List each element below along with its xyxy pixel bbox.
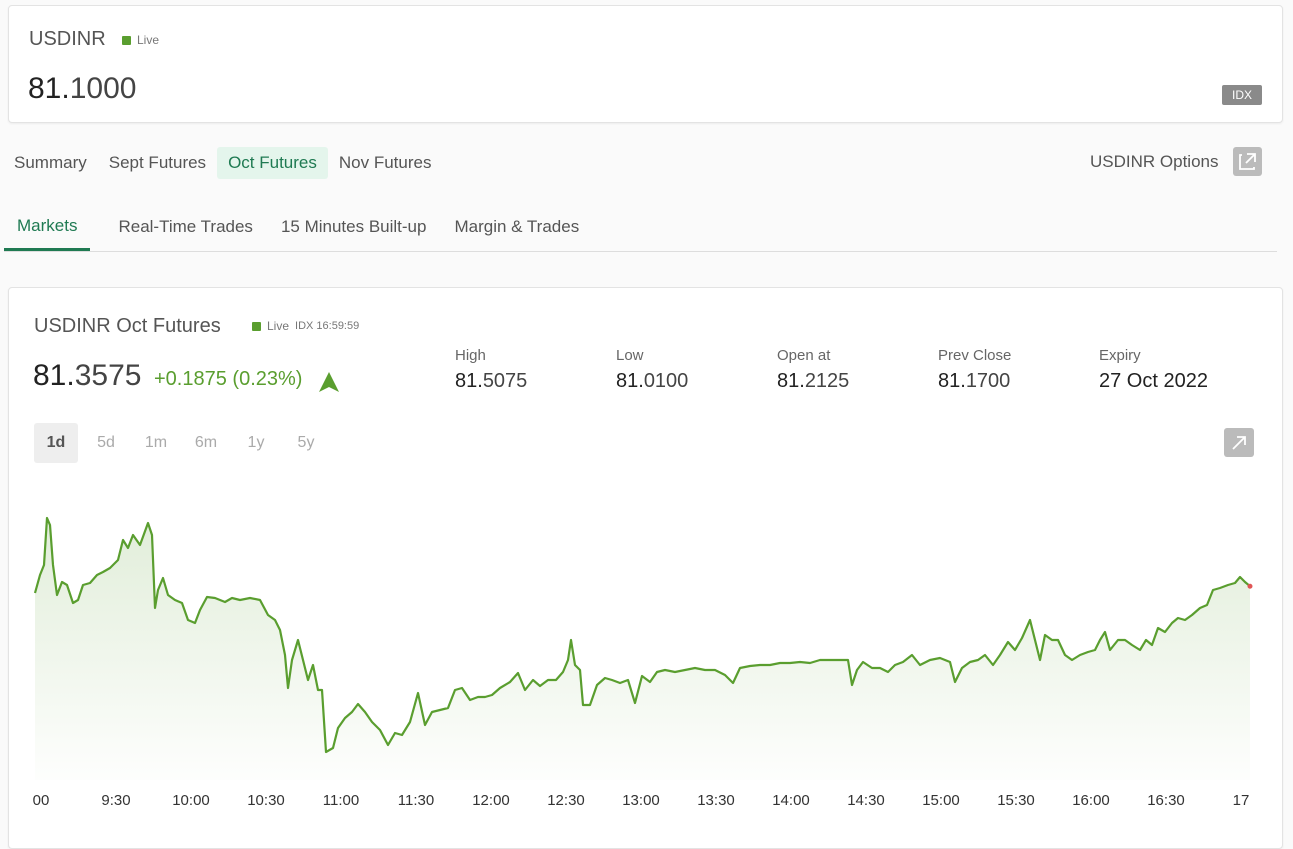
area-fill [35, 518, 1250, 780]
x-tick-label: 11:00 [323, 792, 359, 809]
range-bar: 1d 5d 1m 6m 1y 5y [34, 423, 328, 463]
range-button[interactable]: 1d [34, 423, 78, 463]
quote-change: +0.1875 (0.23%) [154, 368, 303, 390]
subtab[interactable]: Margin & Trades [454, 217, 580, 236]
x-tick-label: 12:30 [547, 792, 585, 809]
stat: Low 81.0100 [616, 347, 688, 393]
range-button[interactable]: 1y [247, 434, 265, 451]
stat: High 81.5075 [455, 347, 527, 393]
x-tick-label: 10:00 [172, 792, 210, 809]
x-tick-label: 11:30 [398, 792, 434, 809]
x-tick-label: 10:30 [247, 792, 285, 809]
subtab[interactable]: Real-Time Trades [118, 217, 253, 236]
options-link[interactable]: USDINR Options [1090, 152, 1219, 171]
live-text: Live [267, 319, 290, 333]
x-tick-label: 15:30 [997, 792, 1035, 809]
fullscreen-icon[interactable] [1224, 428, 1254, 457]
price-integer: 81. [616, 370, 644, 392]
x-tick-label: 17 [1233, 792, 1250, 809]
subtab-bar: Markets Real-Time Trades 15 Minutes Built-… [4, 216, 593, 251]
price-integer: 81. [777, 370, 805, 392]
price-integer: 81. [33, 359, 75, 392]
price-decimals: 5075 [482, 370, 528, 392]
stat-label: Low [616, 347, 644, 364]
header-card: USDINR Live 81.1000 IDX [8, 5, 1283, 123]
tab[interactable]: Sept Futures [108, 153, 207, 172]
stat: Prev Close 81.1700 [938, 347, 1011, 393]
stat: Open at 81.2125 [777, 347, 849, 393]
tab[interactable]: Nov Futures [338, 153, 432, 172]
x-tick-label: 14:00 [772, 792, 810, 809]
price-integer: 81. [938, 370, 966, 392]
last-point [1247, 583, 1253, 589]
stat-value: 81.5075 [455, 370, 527, 393]
symbol: USDINR [29, 28, 106, 50]
tab[interactable]: Summary [14, 153, 87, 172]
external-icon-svg [1239, 153, 1256, 170]
x-tick-label: 15:00 [922, 792, 960, 809]
stat-label: Expiry [1099, 347, 1141, 364]
stat: Expiry 27 Oct 2022 [1099, 347, 1208, 393]
x-tick-label: 00 [33, 792, 50, 809]
up-arrow-shape [319, 372, 339, 392]
x-tick-label: 14:30 [847, 792, 885, 809]
subtab-divider [4, 251, 1277, 252]
exchange-badge: IDX [1222, 85, 1262, 105]
stat-label: Open at [777, 347, 831, 364]
quote-live: Live IDX 16:59:59 [252, 319, 359, 333]
range-button[interactable]: 5y [297, 434, 315, 451]
subtab[interactable]: Markets [4, 216, 91, 251]
price-decimals: 0100 [643, 370, 689, 392]
quote-title: USDINR Oct Futures [34, 315, 221, 337]
price-integer: 81. [455, 370, 483, 392]
subtab[interactable]: 15 Minutes Built-up [280, 217, 427, 236]
price-decimals: 1700 [965, 370, 1011, 392]
x-tick-label: 16:00 [1072, 792, 1110, 809]
tab[interactable]: Oct Futures [217, 147, 328, 179]
stat-value: 81.0100 [616, 370, 688, 393]
price-decimals: 2125 [804, 370, 850, 392]
tab-bar: Summary Sept Futures Oct Futures Nov Future… [3, 147, 442, 179]
live-badge: Live [122, 33, 159, 47]
stat-label: High [455, 347, 486, 364]
fullscreen-icon-path [1232, 436, 1246, 450]
range-button[interactable]: 6m [194, 434, 218, 451]
live-text: Live [137, 33, 160, 47]
timestamp: IDX 16:59:59 [295, 320, 360, 332]
price-decimals: 3575 [74, 359, 142, 392]
fullscreen-icon-svg [1232, 436, 1246, 450]
external-icon-path [1239, 153, 1256, 170]
stat-label: Prev Close [938, 347, 1012, 364]
live-dot [252, 321, 261, 331]
stat-value: 81.2125 [777, 370, 849, 393]
x-tick-label: 13:30 [697, 792, 735, 809]
price-line [33, 516, 1251, 754]
x-tick-label: 13:00 [622, 792, 660, 809]
x-tick-label: 16:30 [1147, 792, 1185, 809]
quote-price: 81.3575 [33, 359, 141, 393]
price-decimals: 1000 [69, 72, 137, 105]
range-button[interactable]: 5d [97, 434, 115, 451]
range-button[interactable]: 1m [144, 434, 168, 451]
price: 81.1000 [28, 72, 136, 106]
x-tick-label: 12:00 [472, 792, 510, 809]
stat-value: 81.1700 [938, 370, 1011, 393]
up-arrow [319, 372, 339, 392]
live-dot [122, 35, 131, 45]
price-integer: 81. [28, 72, 70, 105]
external-link-icon[interactable] [1233, 147, 1262, 176]
stat-value: 27 Oct 2022 [1099, 370, 1208, 392]
x-tick-label: 9:30 [101, 792, 130, 809]
